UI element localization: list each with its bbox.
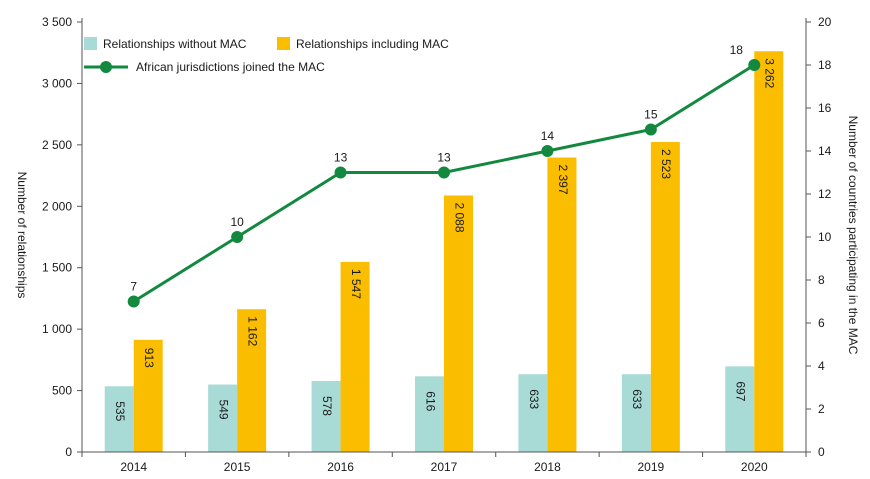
left-tick-label: 3 500: [42, 15, 72, 29]
line-point: [438, 166, 450, 179]
x-tick-label: 2017: [431, 460, 458, 474]
x-tick-label: 2019: [638, 460, 665, 474]
line-point: [127, 295, 140, 308]
line-point-label: 14: [541, 129, 555, 143]
right-tick-label: 20: [818, 15, 832, 29]
bar-including-mac: [237, 309, 267, 452]
line-point: [334, 166, 347, 179]
legend-label-without-mac: Relationships without MAC: [103, 37, 247, 51]
line-series: 7 10 13 13 14 15 18: [127, 43, 761, 308]
left-tick-label: 3 000: [42, 76, 72, 90]
right-tick-label: 18: [818, 58, 832, 72]
bar-label-including-mac: 2 088: [452, 202, 466, 232]
legend-swatch-without-mac: [84, 37, 97, 50]
line-point: [748, 59, 761, 71]
right-tick-label: 4: [818, 359, 825, 373]
bar-label-including-mac: 2 397: [556, 164, 570, 194]
bar-label-without-mac: 616: [423, 391, 437, 411]
bar-label-including-mac: 1 547: [349, 269, 363, 299]
right-axis-ticks: 0 2 4 6 8 10 12 14 16 18 20: [806, 15, 832, 459]
right-tick-label: 6: [818, 316, 825, 330]
left-tick-label: 0: [65, 445, 72, 459]
right-tick-label: 10: [818, 230, 832, 244]
left-tick-label: 2 500: [42, 138, 72, 152]
x-tick-label: 2014: [120, 460, 147, 474]
bar-without-mac: [104, 386, 134, 452]
bar-without-mac: [311, 380, 341, 452]
bar-including-mac: [340, 261, 370, 452]
line-point-label: 18: [730, 43, 744, 57]
left-axis-ticks: 0 500 1 000 1 500 2 000 2 500 3 000 3 500: [42, 15, 82, 459]
bar-label-without-mac: 633: [630, 389, 644, 409]
bar-including-mac: [547, 157, 577, 453]
x-tick-label: 2016: [327, 460, 354, 474]
legend-swatch-marker: [100, 61, 112, 73]
left-tick-label: 500: [52, 384, 72, 398]
bar-without-mac: [725, 366, 755, 452]
right-tick-label: 0: [818, 445, 825, 459]
right-tick-label: 2: [818, 402, 825, 416]
line-point-label: 13: [437, 151, 451, 165]
line-point-label: 13: [334, 151, 348, 165]
left-tick-label: 2 000: [42, 199, 72, 213]
bar-label-without-mac: 535: [113, 401, 127, 421]
bars: 535 913 549 1 162 578 1 547 616 2 088 633 2 397 63…: [104, 51, 784, 453]
y-right-axis-label: Number of countries participating in the…: [846, 116, 860, 355]
legend: Relationships without MAC Relationships …: [84, 37, 449, 74]
bar-without-mac: [518, 374, 548, 452]
legend-label-african-jurisdictions: African jurisdictions joined the MAC: [136, 60, 325, 74]
right-tick-label: 16: [818, 101, 832, 115]
x-tick-label: 2018: [534, 460, 561, 474]
bar-without-mac: [621, 374, 651, 452]
line-point-label: 15: [644, 108, 658, 122]
bar-label-without-mac: 697: [734, 381, 748, 401]
legend-swatch-including-mac: [277, 37, 290, 50]
bar-label-including-mac: 913: [142, 348, 156, 368]
bar-label-without-mac: 549: [216, 400, 230, 420]
line-point-label: 10: [230, 215, 244, 229]
bar-label-without-mac: 633: [527, 389, 541, 409]
x-tick-label: 2015: [224, 460, 251, 474]
bar-label-including-mac: 2 523: [659, 149, 673, 179]
bar-including-mac: [754, 51, 784, 453]
bar-label-including-mac: 1 162: [245, 316, 259, 346]
bar-including-mac: [444, 195, 473, 452]
legend-label-including-mac: Relationships including MAC: [296, 37, 449, 51]
left-tick-label: 1 500: [42, 261, 72, 275]
bar-including-mac: [133, 339, 163, 452]
x-axis-ticks: 2014 2015 2016 2017 2018 2019 2020: [81, 452, 807, 474]
bar-without-mac: [208, 384, 238, 452]
x-tick-label: 2020: [741, 460, 768, 474]
line-point: [541, 145, 554, 157]
right-tick-label: 14: [818, 144, 832, 158]
right-tick-label: 8: [818, 273, 825, 287]
line-point: [644, 123, 657, 136]
line-point-label: 7: [130, 280, 137, 294]
bar-without-mac: [415, 376, 444, 452]
line-point: [231, 231, 244, 243]
left-tick-label: 1 000: [42, 322, 72, 336]
bar-label-without-mac: 578: [320, 396, 334, 416]
y-left-axis-label: Number of relationships: [15, 172, 29, 299]
bar-including-mac: [650, 142, 680, 452]
bar-label-including-mac: 3 262: [763, 58, 777, 88]
right-tick-label: 12: [818, 187, 832, 201]
